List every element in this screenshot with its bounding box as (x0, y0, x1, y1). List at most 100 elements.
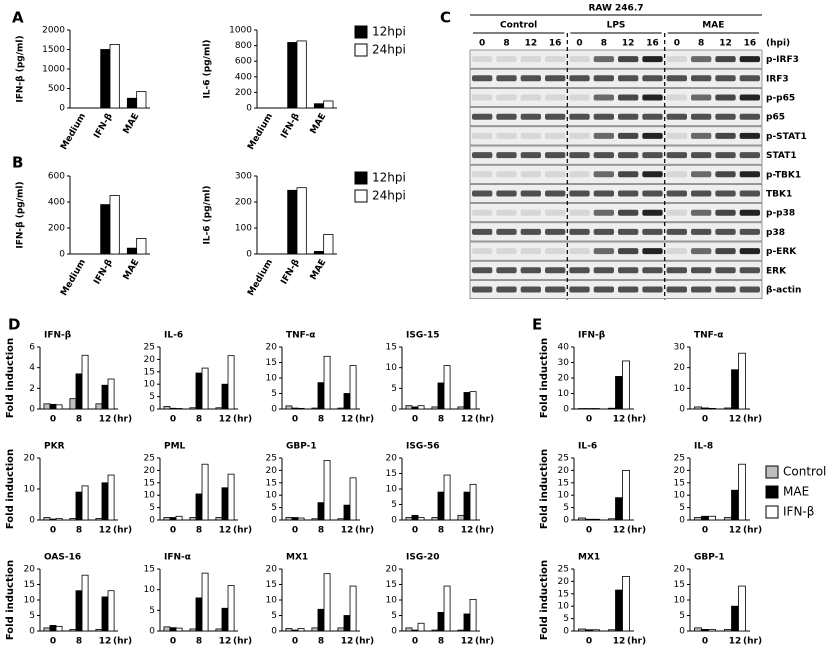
blot-band (545, 248, 566, 255)
blot-band (545, 267, 566, 274)
blot-band (593, 94, 614, 101)
x-unit: (hr) (113, 415, 132, 425)
bar (169, 407, 177, 410)
blot-band (520, 171, 541, 178)
bar (343, 393, 351, 410)
bar (578, 628, 586, 632)
y-tick-label: 5 (391, 500, 397, 510)
blot-band (691, 132, 712, 139)
bar (349, 365, 357, 410)
chart-title: IL-6 (578, 442, 597, 452)
blot-band (545, 56, 566, 63)
blot-timepoint: 0 (674, 39, 680, 49)
bar (285, 517, 293, 521)
y-tick-label: 5 (271, 389, 277, 399)
bar (411, 406, 419, 410)
x-tick-label: 8 (318, 415, 324, 425)
x-tick-label: 0 (292, 637, 298, 647)
blot-band (472, 209, 493, 216)
y-tick-label: 10 (144, 380, 156, 390)
blot-band (666, 228, 687, 235)
blot-band (593, 228, 614, 235)
blot-unit: (hpi) (766, 39, 790, 49)
y-tick-label: 1000 (229, 26, 252, 36)
bar (701, 629, 709, 632)
y-tick-label: 20 (386, 454, 398, 464)
blot-row (469, 107, 763, 127)
bar (189, 628, 197, 632)
bar (81, 485, 89, 521)
bar (323, 100, 334, 109)
y-tick-label: 10 (144, 585, 156, 595)
y-tick-label: 10 (558, 491, 570, 501)
blot-group: MAE (702, 21, 724, 31)
bar (411, 629, 419, 632)
bar (405, 627, 413, 632)
blot-band (520, 132, 541, 139)
bar (343, 615, 351, 632)
y-tick-label: 20 (558, 466, 570, 476)
blot-band (472, 152, 493, 159)
bar (297, 407, 305, 410)
y-tick-label: 5 (149, 606, 155, 616)
x-unit: (hr) (743, 415, 762, 425)
x-tick-label: 12 (613, 637, 626, 647)
blot-band (545, 75, 566, 82)
chart-title: IL-6 (164, 331, 183, 341)
blot-timepoint: 8 (601, 39, 607, 49)
chart-title: IFN-α (164, 553, 191, 563)
blot-band (618, 132, 639, 139)
chart-title: TNF-α (694, 331, 723, 341)
chart-title: OAS-16 (44, 553, 81, 563)
bar (469, 483, 477, 521)
y-tick-label: 5 (149, 392, 155, 402)
blot-band (472, 113, 493, 120)
blot-band (618, 75, 639, 82)
blot-band (569, 94, 590, 101)
y-tick-label: 0 (29, 627, 35, 637)
y-tick-label: 10 (674, 384, 686, 394)
legend-swatch (354, 25, 368, 39)
blot-band (715, 132, 736, 139)
blot-timepoint: 8 (698, 39, 704, 49)
blot-band (642, 132, 663, 139)
legend-label: 12hpi (372, 171, 406, 185)
blot-timepoint: 16 (549, 39, 562, 49)
x-unit: (hr) (233, 415, 252, 425)
blot-protein: STAT1 (766, 151, 797, 161)
blot-band (569, 209, 590, 216)
panel-label: B (12, 154, 23, 172)
blot-band (569, 132, 590, 139)
blot-timepoint: 0 (576, 39, 582, 49)
blot-band (642, 190, 663, 197)
y-tick-label: 15 (144, 565, 155, 575)
blot-band (739, 132, 760, 139)
bar (195, 493, 203, 521)
bar (126, 247, 138, 255)
bar (731, 605, 739, 632)
blot-band (496, 171, 517, 178)
blot-band (496, 248, 517, 255)
y-tick-label: 4 (29, 363, 35, 373)
blot-band (520, 94, 541, 101)
blot-timepoint: 16 (646, 39, 659, 49)
y-tick-label: 30 (558, 358, 570, 368)
bar (417, 622, 425, 632)
blot-band (593, 248, 614, 255)
bar (337, 627, 345, 632)
y-tick-label: 15 (266, 358, 277, 368)
x-tick-label: 0 (50, 526, 56, 536)
y-tick-label: 0 (149, 405, 155, 415)
x-tick-label: 0 (702, 637, 708, 647)
y-tick-label: 10 (266, 374, 278, 384)
bar (323, 573, 331, 632)
x-tick-label: 0 (292, 526, 298, 536)
blot-band (593, 267, 614, 274)
bar (323, 355, 331, 410)
blot-band (715, 209, 736, 216)
y-tick-label: 10 (144, 491, 156, 501)
y-tick-label: 6 (29, 343, 35, 353)
bar (724, 407, 732, 410)
blot-row (469, 68, 763, 88)
x-tick-label: IFN-β (279, 257, 302, 286)
